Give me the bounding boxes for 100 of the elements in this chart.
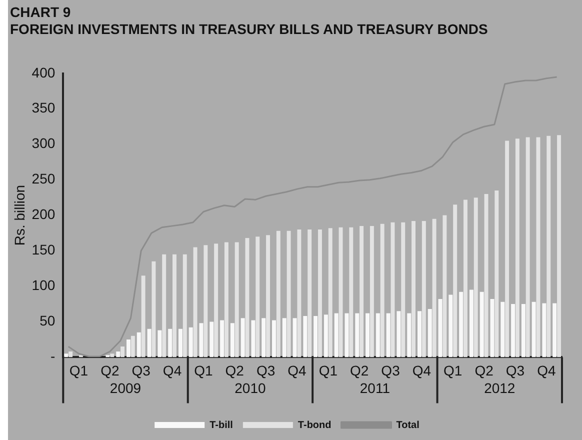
bar <box>276 230 280 358</box>
bar <box>251 320 256 358</box>
bar <box>308 229 312 358</box>
bar <box>256 236 260 358</box>
chart-title: CHART 9 <box>10 4 71 20</box>
x-tick-label: Q3 <box>381 362 400 378</box>
bar <box>474 198 478 358</box>
bar <box>360 226 364 358</box>
x-tick-label: Q4 <box>537 362 556 378</box>
bar <box>484 194 488 358</box>
x-tick-label: Q3 <box>506 362 525 378</box>
bar <box>141 276 146 358</box>
bar <box>505 140 510 358</box>
bar <box>386 313 390 358</box>
text: 2009 <box>110 380 142 396</box>
x-tick-label: Q2 <box>350 362 369 378</box>
legend-label: T-bill <box>210 420 234 431</box>
bar <box>432 218 436 358</box>
bar <box>552 303 557 358</box>
bar <box>494 190 499 358</box>
bar <box>355 313 360 358</box>
bar <box>262 318 266 358</box>
bar <box>178 328 182 358</box>
bar <box>234 242 239 358</box>
x-tick-label: Q2 <box>474 362 494 378</box>
bar <box>214 244 218 358</box>
x-tick-label: Q4 <box>412 362 432 378</box>
legend-label: T-bond <box>298 420 332 431</box>
bar <box>515 138 520 358</box>
bar <box>412 220 416 358</box>
bar <box>68 352 73 358</box>
bar <box>120 346 125 358</box>
bar <box>314 316 318 358</box>
y-axis-title: Rs. billion <box>11 184 28 246</box>
bar <box>428 308 432 358</box>
bar <box>162 254 166 358</box>
bar <box>292 318 297 358</box>
bar <box>463 200 468 358</box>
legend-label: Total <box>396 420 420 431</box>
text: 2010 <box>234 380 266 396</box>
x-tick-label: Q3 <box>256 362 276 378</box>
bar <box>453 204 458 358</box>
bar <box>328 228 332 358</box>
bar <box>158 330 162 358</box>
bar <box>366 313 370 358</box>
bar <box>380 224 384 358</box>
x-tick-label: Q3 <box>132 362 151 378</box>
x-tick-label: Q1 <box>194 362 214 378</box>
bar <box>303 316 308 358</box>
bar <box>442 215 447 358</box>
bar <box>448 294 453 358</box>
x-tick-label: Q2 <box>225 362 244 378</box>
y-tick-label: 150 <box>32 242 56 258</box>
bar <box>168 328 172 358</box>
bar <box>282 318 286 358</box>
bar <box>557 135 561 358</box>
bar <box>220 320 224 358</box>
bar <box>511 304 516 358</box>
bar <box>376 313 380 358</box>
bar <box>188 327 193 358</box>
chart-subtitle: FOREIGN INVESTMENTS IN TREASURY BILLS AND TREASURY BONDS <box>10 21 489 38</box>
bar <box>136 332 141 358</box>
bar <box>230 323 234 358</box>
y-tick-label: 250 <box>32 170 56 187</box>
bar <box>64 354 68 358</box>
bar <box>422 220 426 358</box>
x-tick-label: Q1 <box>318 362 338 378</box>
bar <box>147 328 152 358</box>
bar <box>334 313 338 358</box>
text: 2012 <box>484 380 516 396</box>
x-tick-label: Q1 <box>69 362 88 378</box>
bar <box>401 222 406 358</box>
bar <box>390 222 395 358</box>
y-tick-label: 100 <box>32 277 56 294</box>
bar <box>546 136 551 358</box>
bar <box>407 313 412 358</box>
y-tick-label: 400 <box>32 64 56 80</box>
bar <box>297 229 302 358</box>
bar <box>110 354 114 358</box>
x-tick-label: Q2 <box>100 362 120 378</box>
bar <box>338 227 343 358</box>
bar <box>324 314 328 358</box>
bar <box>126 339 130 358</box>
bar <box>266 235 270 358</box>
bar <box>182 254 187 358</box>
y-tick-label: 200 <box>32 206 56 222</box>
bar <box>240 318 245 358</box>
x-tick-label: Q1 <box>444 362 462 378</box>
bar <box>469 290 474 358</box>
y-tick-label: 300 <box>32 135 56 152</box>
bar <box>224 242 228 358</box>
x-tick-label: Q4 <box>162 362 182 378</box>
y-tick-label: - <box>50 348 56 364</box>
bar <box>204 245 208 358</box>
bar <box>152 261 156 358</box>
y-tick-label: 50 <box>40 312 56 329</box>
bar <box>172 254 176 358</box>
bar <box>532 302 536 358</box>
bar <box>210 322 214 358</box>
bar <box>370 226 374 358</box>
